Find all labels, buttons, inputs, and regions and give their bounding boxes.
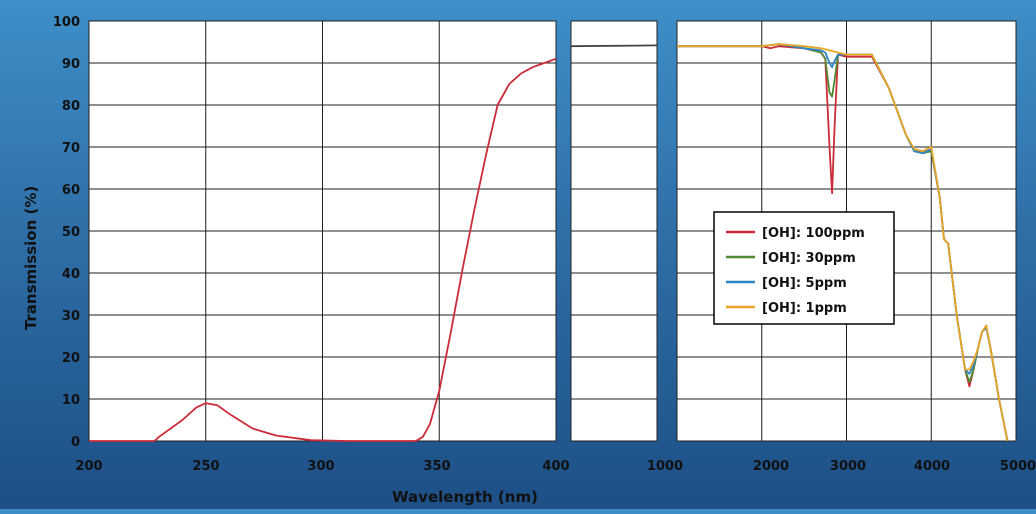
series-line-panel3-4 [677,43,1009,442]
x-tick-label: 5000 [1000,459,1036,474]
series-line-panel2-1 [570,44,658,48]
y-tick-label: 40 [62,267,80,282]
x-axis-label: Wavelength (nm) [392,488,538,506]
x-tick-label: 200 [75,459,102,474]
x-tick-label: 2000 [753,459,789,474]
legend: [OH]: 100ppm [OH]: 30ppm [OH]: 5ppm [OH]… [713,211,895,325]
legend-label-1ppm: [OH]: 1ppm [762,301,847,316]
y-tick-label: 70 [62,141,80,156]
x-tick-label: 3000 [830,459,866,474]
y-tick-label: 80 [62,99,80,114]
x-tick-label: 250 [192,459,219,474]
x-tick-label: 400 [542,459,569,474]
y-tick-label: 20 [62,351,80,366]
y-tick-label: 90 [62,57,80,72]
x-tick-labels: 200 250 300 350 400 1000 2000 3000 4000 5000 [75,459,1036,474]
y-tick-label: 30 [62,309,80,324]
x-tick-label: 4000 [914,459,950,474]
legend-box [713,211,895,325]
legend-label-5ppm: [OH]: 5ppm [762,276,847,291]
x-tick-label: 350 [423,459,450,474]
y-tick-labels: 0 10 20 30 40 50 60 70 80 90 100 [53,15,80,450]
y-axis-label: Transmission (%) [22,186,40,330]
series-line-panel1-1 [89,57,557,442]
legend-label-100ppm: [OH]: 100ppm [762,226,865,241]
x-tick-label: 300 [307,459,334,474]
y-tick-label: 60 [62,183,80,198]
legend-label-30ppm: [OH]: 30ppm [762,251,856,266]
y-tick-label: 50 [62,225,80,240]
y-tick-label: 100 [53,15,80,30]
y-tick-label: 0 [71,435,80,450]
y-tick-label: 10 [62,393,80,408]
x-tick-label: 1000 [647,459,683,474]
series-layer [89,43,1009,442]
